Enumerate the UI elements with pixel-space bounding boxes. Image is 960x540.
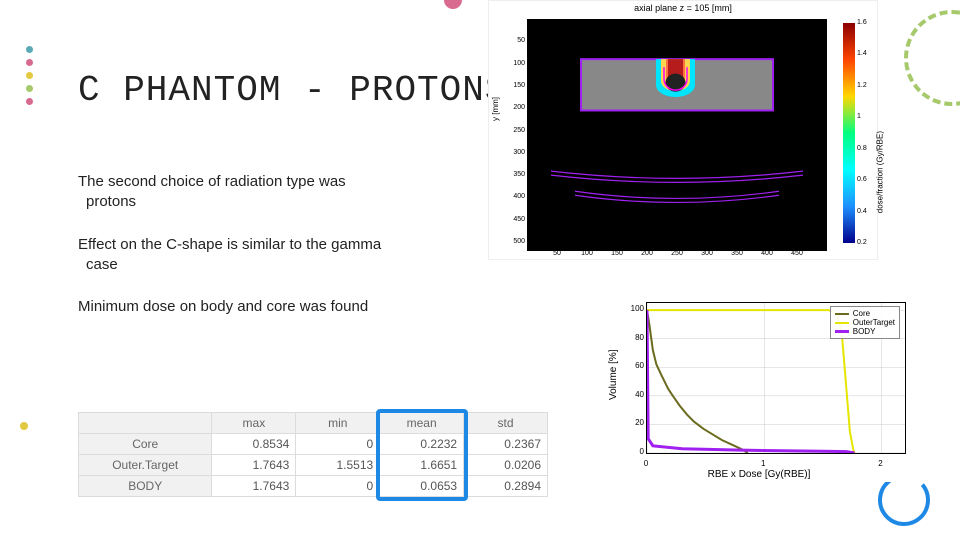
stats-table-wrap: maxminmeanstd Core0.853400.22320.2367Out… bbox=[78, 412, 548, 497]
stats-table: maxminmeanstd Core0.853400.22320.2367Out… bbox=[78, 412, 548, 497]
dot-5 bbox=[26, 98, 33, 105]
heatmap-plot bbox=[527, 19, 827, 251]
heatmap-figure: axial plane z = 105 [mm] y [mm] dose/fra… bbox=[488, 0, 878, 260]
legend-item: OuterTarget bbox=[835, 318, 895, 327]
table-row: BODY1.764300.06530.2894 bbox=[79, 476, 548, 497]
dot-3 bbox=[26, 72, 33, 79]
paragraph-3: Minimum dose on body and core was found bbox=[78, 297, 398, 317]
paragraph-2: Effect on the C-shape is similar to the … bbox=[78, 235, 398, 276]
dot-4 bbox=[26, 85, 33, 92]
heatmap-svg bbox=[527, 19, 827, 251]
dot-column bbox=[26, 46, 33, 111]
col-min: min bbox=[296, 413, 380, 434]
col-mean: mean bbox=[380, 413, 464, 434]
heatmap-ylabel: y [mm] bbox=[491, 97, 500, 121]
dvh-xlabel: RBE x Dose [Gy(RBE)] bbox=[604, 469, 914, 480]
dvh-figure: Volume [%] RBE x Dose [Gy(RBE)] CoreOute… bbox=[604, 290, 914, 482]
col-max: max bbox=[212, 413, 296, 434]
heatmap-colorbar-label: dose/fraction (Gy/RBE) bbox=[875, 131, 884, 213]
page-title: C PHANTOM - PROTONS bbox=[78, 70, 507, 111]
paragraph-1: The second choice of radiation type was … bbox=[78, 172, 398, 213]
dot-1 bbox=[26, 46, 33, 53]
dvh-ylabel: Volume [%] bbox=[608, 349, 619, 400]
dashed-green-circle bbox=[904, 10, 960, 106]
heatmap-colorbar bbox=[843, 23, 855, 243]
bottom-left-yellow-dot bbox=[20, 422, 28, 430]
table-row: Core0.853400.22320.2367 bbox=[79, 434, 548, 455]
top-pink-dot bbox=[444, 0, 462, 9]
legend-item: Core bbox=[835, 309, 895, 318]
body-text: The second choice of radiation type was … bbox=[78, 172, 398, 339]
table-row: Outer.Target1.76431.55131.66510.0206 bbox=[79, 455, 548, 476]
legend-item: BODY bbox=[835, 327, 895, 336]
dvh-legend: CoreOuterTargetBODY bbox=[830, 306, 900, 339]
heatmap-title: axial plane z = 105 [mm] bbox=[489, 3, 877, 13]
dot-2 bbox=[26, 59, 33, 66]
col-std: std bbox=[464, 413, 548, 434]
